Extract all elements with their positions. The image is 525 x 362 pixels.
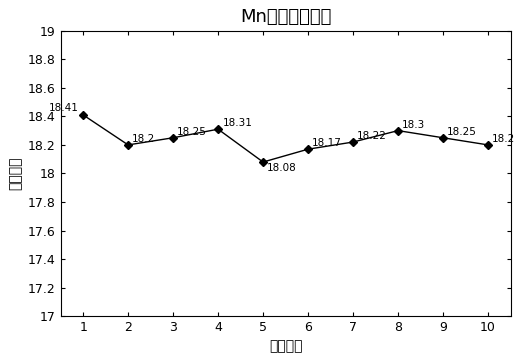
Text: 18.3: 18.3 — [402, 120, 425, 130]
X-axis label: 分析次数: 分析次数 — [269, 340, 302, 354]
Y-axis label: 分析数值: 分析数值 — [8, 157, 23, 190]
Title: Mn元素分析数据: Mn元素分析数据 — [240, 8, 331, 26]
Text: 18.25: 18.25 — [177, 127, 206, 137]
Text: 18.2: 18.2 — [491, 134, 515, 144]
Text: 18.17: 18.17 — [312, 139, 342, 148]
Text: 18.08: 18.08 — [267, 163, 297, 173]
Text: 18.41: 18.41 — [49, 104, 79, 113]
Text: 18.25: 18.25 — [447, 127, 477, 137]
Text: 18.22: 18.22 — [356, 131, 386, 141]
Text: 18.2: 18.2 — [132, 134, 155, 144]
Text: 18.31: 18.31 — [223, 118, 253, 129]
